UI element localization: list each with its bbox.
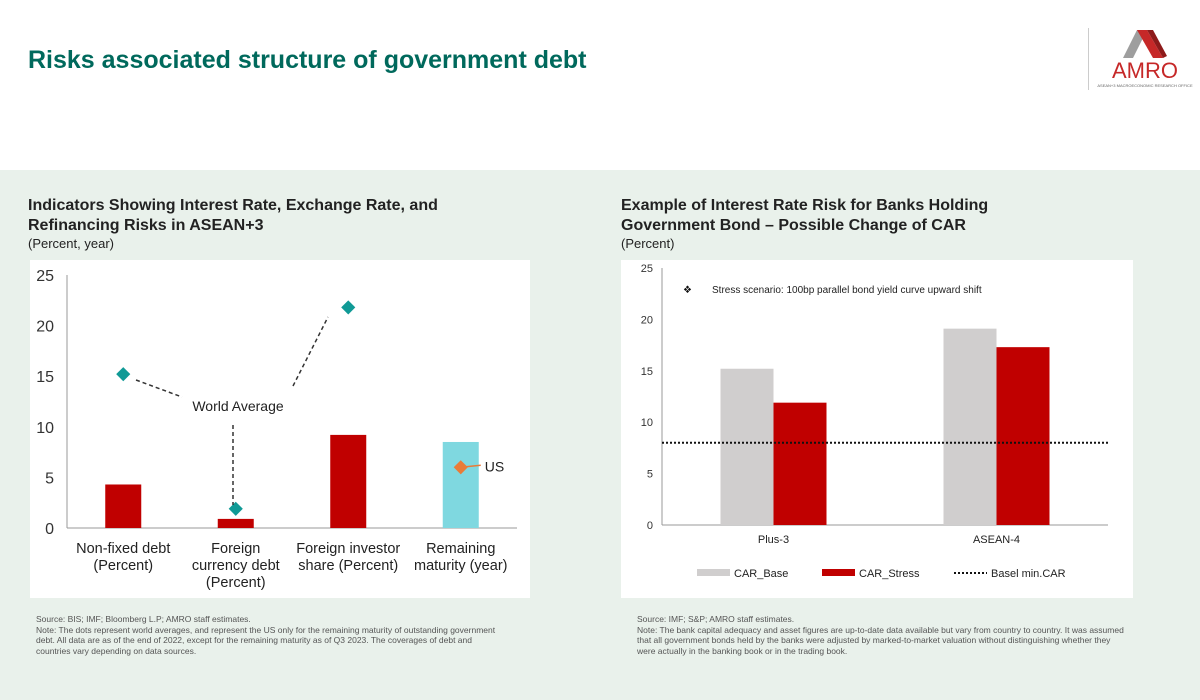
right-notes: Source: IMF; S&P; AMRO staff estimates. N… — [637, 614, 1124, 656]
bar — [105, 484, 142, 528]
bar — [330, 434, 367, 528]
svg-text:AMRO: AMRO — [1112, 58, 1178, 83]
y-tick-label: 10 — [36, 420, 54, 437]
y-tick-label: 15 — [641, 366, 653, 378]
left-chart-panel: 0 5 10 15 20 25 Non-fixed debt (Percent) Foreign… — [30, 260, 530, 598]
y-tick-label: 5 — [647, 469, 653, 481]
legend-swatch-car-stress — [822, 569, 855, 576]
x-tick-label: Foreign investor — [296, 541, 400, 557]
right-chart-subtitle: (Percent) — [621, 236, 675, 251]
x-tick-label: (Percent) — [206, 575, 266, 591]
y-tick-label: 20 — [641, 314, 653, 326]
y-tick-label: 25 — [641, 263, 653, 275]
x-tick-label: ASEAN-4 — [973, 534, 1020, 546]
x-tick-label: Remaining — [426, 541, 495, 557]
bar — [442, 441, 479, 528]
us-label: US — [485, 458, 504, 474]
leader-line — [135, 379, 183, 398]
x-tick-label: Foreign — [211, 541, 260, 557]
x-tick-label: Non-fixed debt — [76, 541, 170, 557]
bar-car-base — [943, 328, 997, 525]
world-average-marker — [341, 300, 356, 315]
left-notes: Source: BIS; IMF; Bloomberg L.P; AMRO st… — [36, 614, 496, 656]
y-tick-label: 0 — [647, 520, 653, 532]
y-tick-label: 25 — [36, 268, 54, 285]
world-average-label: World Average — [192, 398, 284, 414]
amro-logo: AMRO ASEAN+3 MACROECONOMIC RESEARCH OFFI… — [1088, 28, 1200, 90]
x-tick-label: currency debt — [192, 558, 280, 574]
left-chart-subtitle: (Percent, year) — [28, 236, 114, 251]
right-chart-panel: 0 5 10 15 20 25 Plus-3 ASEAN-4 ❖ Stress scenario:… — [621, 260, 1133, 598]
x-tick-label: Plus-3 — [758, 534, 789, 546]
y-tick-label: 5 — [45, 470, 54, 487]
y-tick-label: 15 — [36, 369, 54, 386]
bullet-icon: ❖ — [683, 285, 692, 296]
legend-swatch-car-base — [697, 569, 730, 576]
legend-label: CAR_Stress — [859, 568, 920, 580]
legend-label: CAR_Base — [734, 568, 788, 580]
y-tick-label: 0 — [45, 521, 54, 538]
stress-scenario-note: Stress scenario: 100bp parallel bond yie… — [712, 285, 982, 296]
leader-line — [292, 316, 329, 387]
world-average-marker — [228, 501, 243, 516]
us-marker — [453, 460, 468, 475]
bar-car-stress — [996, 347, 1050, 525]
bar — [217, 518, 254, 528]
world-average-marker — [116, 367, 131, 382]
x-tick-label: share (Percent) — [298, 558, 398, 574]
x-tick-label: maturity (year) — [414, 558, 507, 574]
y-tick-label: 20 — [36, 319, 54, 336]
left-chart-title: Indicators Showing Interest Rate, Exchan… — [28, 197, 438, 234]
right-chart-title: Example of Interest Rate Risk for Banks … — [621, 197, 989, 234]
y-tick-label: 10 — [641, 417, 653, 429]
legend-label: Basel min.CAR — [991, 568, 1066, 580]
bar-car-stress — [773, 402, 827, 525]
x-tick-label: (Percent) — [93, 558, 153, 574]
bar-car-base — [720, 368, 774, 525]
page-title: Risks associated structure of government… — [28, 46, 587, 74]
svg-text:ASEAN+3 MACROECONOMIC RESEARCH: ASEAN+3 MACROECONOMIC RESEARCH OFFICE — [1097, 83, 1193, 88]
